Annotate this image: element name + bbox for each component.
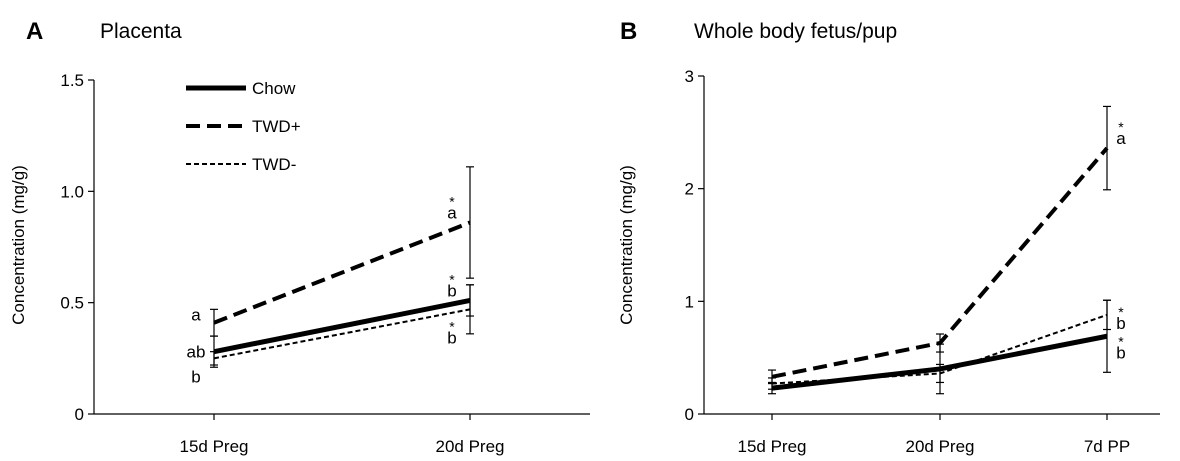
significance-label: a [191, 306, 201, 325]
significance-label: a [447, 204, 457, 223]
y-tick-label: 1 [685, 292, 694, 311]
x-tick-label: 15d Preg [180, 437, 249, 456]
series-line [213, 297, 471, 355]
significance-label: b [447, 328, 456, 347]
legend-label-chow: Chow [252, 79, 296, 98]
y-tick-label: 1.0 [60, 182, 84, 201]
y-tick-label: 0 [685, 405, 694, 424]
y-tick-label: 1.5 [60, 71, 84, 90]
significance-star: * [1118, 304, 1124, 320]
legend-label-twd-plus: TWD+ [252, 117, 301, 136]
panel-title-b: Whole body fetus/pup [694, 20, 897, 43]
y-tick-label: 3 [685, 67, 694, 86]
x-tick-label: 20d Preg [436, 437, 505, 456]
series-line [213, 220, 471, 325]
x-tick-label: 20d Preg [906, 437, 975, 456]
series-line [771, 146, 1109, 379]
y-tick-label: 0 [75, 405, 84, 424]
y-tick-label: 0.5 [60, 294, 84, 313]
significance-star: * [1118, 119, 1124, 135]
x-tick-label: 15d Preg [738, 437, 807, 456]
significance-label: ab [187, 343, 206, 362]
significance-label: b [1116, 314, 1125, 333]
y-tick-label: 2 [685, 180, 694, 199]
significance-star: * [449, 271, 455, 287]
significance-label: b [1116, 343, 1125, 362]
y-axis-title-a: Concentration (mg/g) [9, 165, 28, 325]
y-axis-title-b: Concentration (mg/g) [617, 165, 636, 325]
series-line [213, 308, 471, 360]
significance-label: b [191, 367, 200, 386]
x-tick-label: 7d PP [1084, 437, 1130, 456]
significance-star: * [449, 318, 455, 334]
legend: Chow TWD+ TWD- [186, 79, 301, 174]
legend-label-twd-minus: TWD- [252, 155, 296, 174]
panel-letter-b: B [620, 18, 637, 45]
significance-star: * [449, 194, 455, 210]
significance-label: b [447, 281, 456, 300]
significance-star: * [1118, 333, 1124, 349]
panel-title-a: Placenta [100, 20, 182, 43]
panel-letter-a: A [26, 18, 43, 45]
series-line [771, 313, 1108, 385]
significance-label: a [1116, 129, 1126, 148]
